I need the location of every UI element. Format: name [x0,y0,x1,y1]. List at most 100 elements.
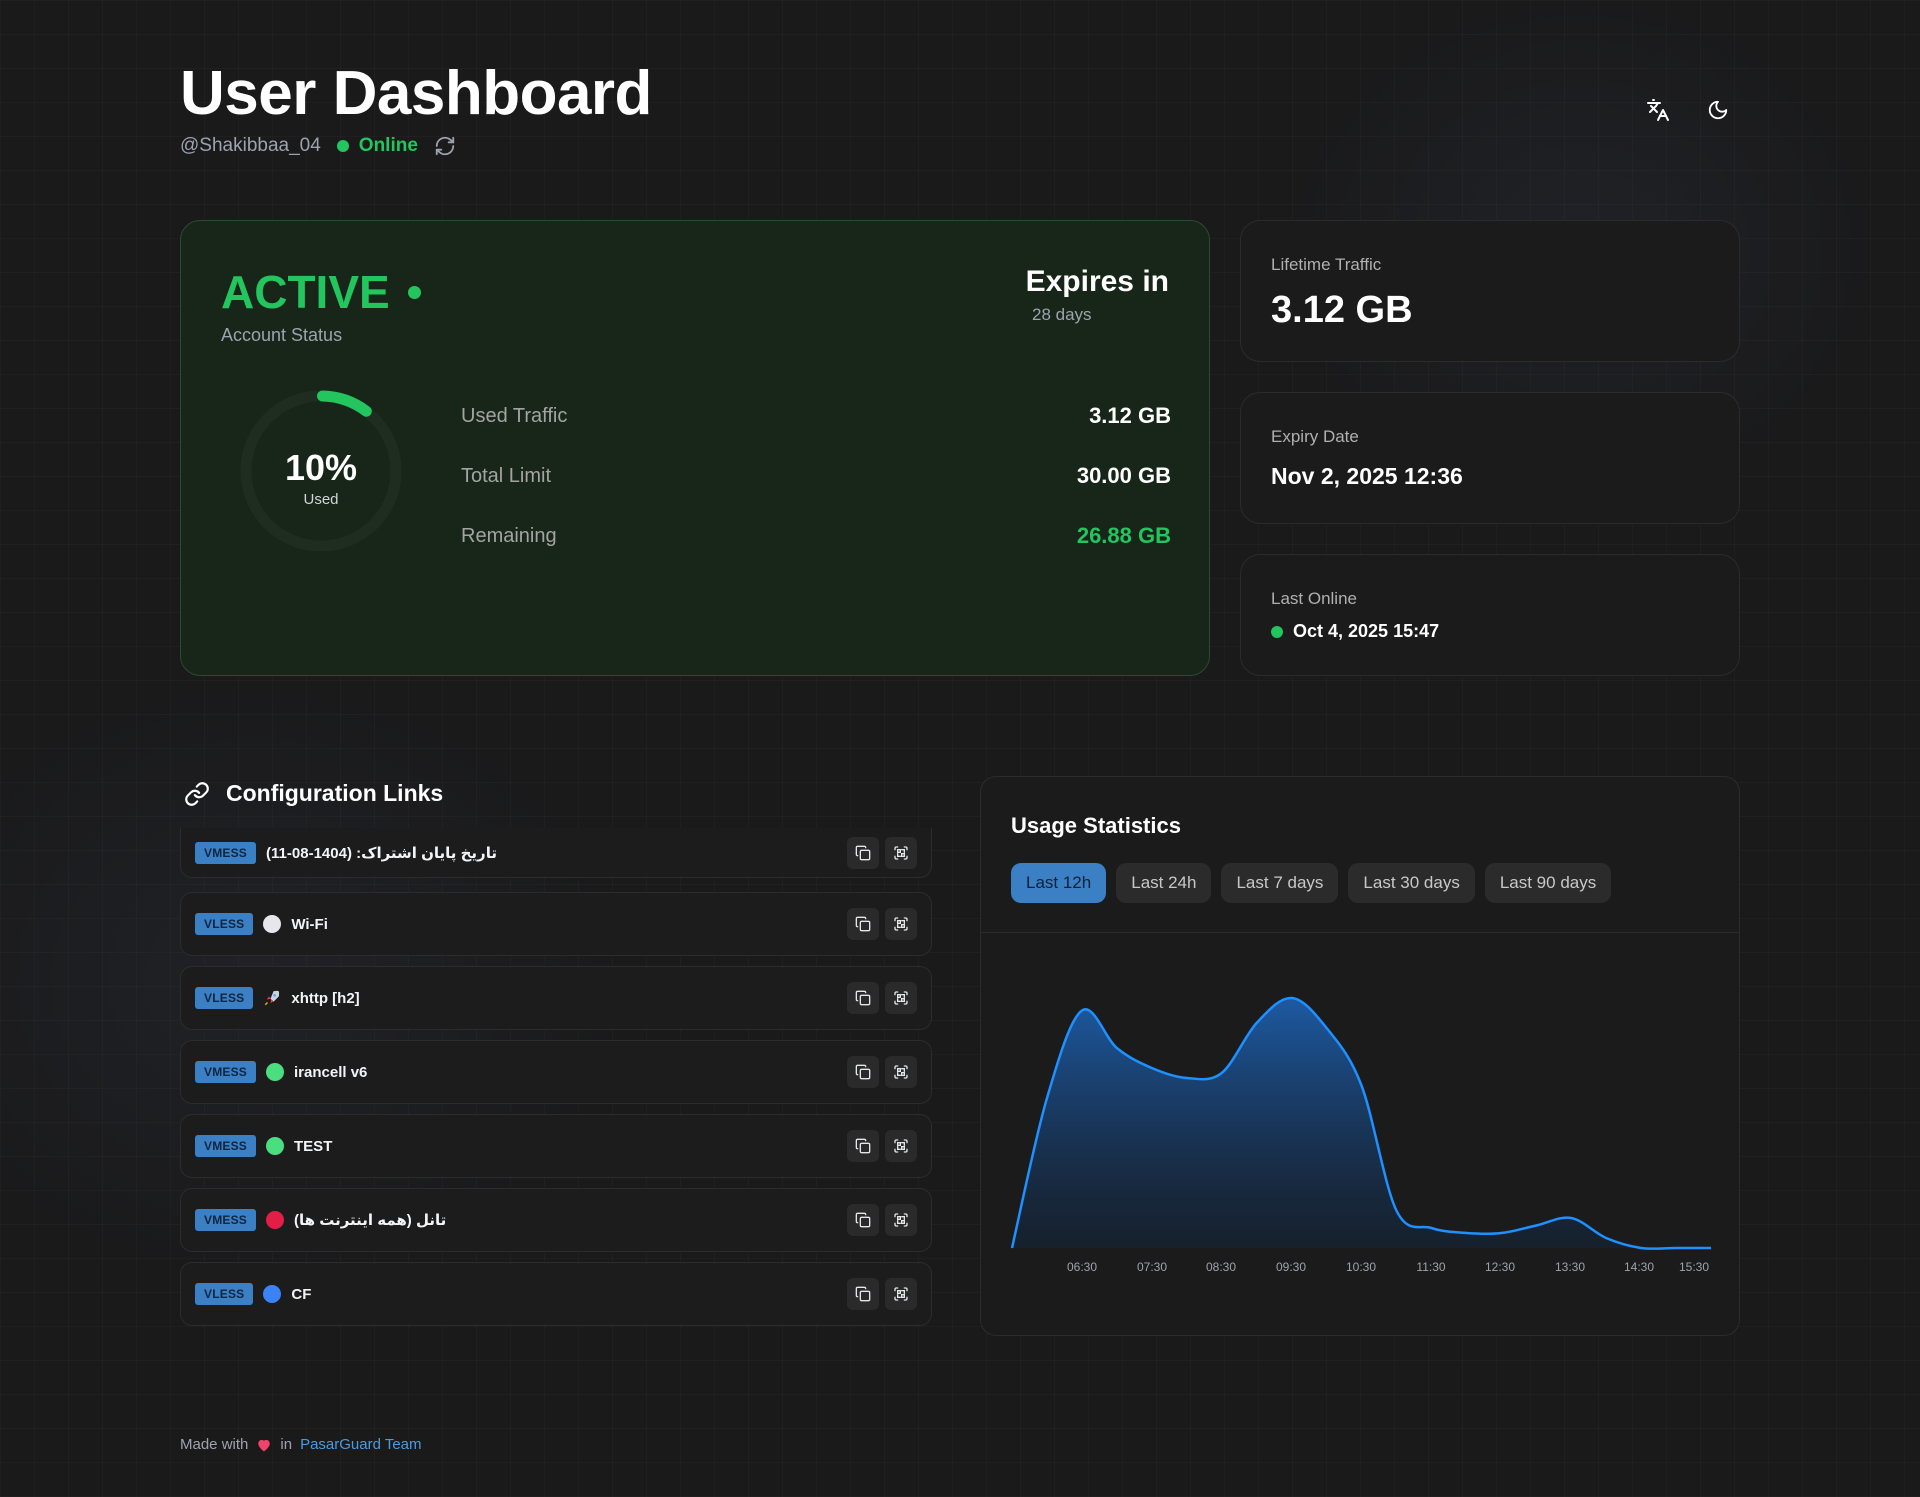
config-link-row[interactable]: VLESS xhttp [h2] [180,966,932,1030]
stat-label: Used Traffic [461,404,568,427]
active-dot [407,285,421,299]
copy-icon[interactable] [847,1204,879,1236]
config-actions [847,1056,917,1088]
x-tick-label: 10:30 [1346,1260,1376,1274]
last-online-row: Oct 4, 2025 15:47 [1271,621,1439,642]
x-tick-label: 11:30 [1416,1260,1445,1274]
copy-icon[interactable] [847,1130,879,1162]
x-tick-label: 09:30 [1276,1260,1306,1274]
x-tick-label: 13:30 [1555,1260,1585,1274]
stat-value: 3.12 GB [1089,403,1171,428]
footer-team-link[interactable]: PasarGuard Team [300,1436,422,1453]
stat-value: 30.00 GB [1076,463,1171,488]
tab-last-30-days[interactable]: Last 30 days [1348,863,1475,903]
stat-total-limit: Total Limit 30.00 GB [461,461,1171,491]
last-online-card: Last Online Oct 4, 2025 15:47 [1240,554,1740,676]
account-state: ACTIVE [221,265,421,319]
config-link-row[interactable]: VMESS irancell v6 [180,1040,932,1104]
qr-code-icon[interactable] [885,1278,917,1310]
copy-icon[interactable] [847,836,879,869]
last-online-dot [1271,625,1283,638]
status-circle-icon [266,1137,285,1155]
gauge-arc [317,390,372,417]
heart-icon [258,1439,271,1451]
stat-label: Total Limit [461,464,552,487]
config-links-title-text: Configuration Links [226,780,444,806]
tab-last-90-days[interactable]: Last 90 days [1484,863,1612,903]
stat-remaining: Remaining 26.88 GB [461,521,1171,551]
usage-divider [981,932,1739,933]
translate-icon[interactable] [1636,88,1680,132]
copy-icon[interactable] [847,908,879,940]
stat-label: Remaining [461,524,557,547]
series-line [1010,996,1711,1250]
refresh-icon[interactable] [434,135,456,157]
status-circle-icon [266,1211,285,1229]
x-tick-label: 07:30 [1137,1260,1167,1274]
config-link-row[interactable]: VLESS CF [180,1262,932,1326]
config-link-row[interactable]: VMESS TEST [180,1114,932,1178]
footer: Made with in PasarGuard Team [180,1436,422,1453]
config-links-title: Configuration Links [184,780,443,807]
range-tabs: Last 12h Last 24h Last 7 days Last 30 da… [1011,863,1612,903]
page-title: User Dashboard [180,59,652,128]
moon-icon[interactable] [1696,88,1740,132]
tab-last-24h[interactable]: Last 24h [1116,863,1212,903]
config-actions [847,982,917,1014]
usage-caption: Used [303,491,339,508]
config-name: تاریخ پایان اشتراک: (1404-08-11) [266,844,497,862]
x-tick-label: 15:30 [1679,1260,1709,1274]
lifetime-traffic-label: Lifetime Traffic [1271,255,1382,274]
config-name: CF [291,1285,312,1303]
usage-title: Usage Statistics [1011,813,1181,838]
protocol-badge: VMESS [195,1209,257,1231]
qr-code-icon[interactable] [885,836,917,869]
x-axis-ticks: 06:30 07:30 08:30 09:30 10:30 11:30 12:30 13:30… [1067,1260,1709,1274]
user-subline: @Shakibbaa_04 Online [180,134,456,158]
config-name: xhttp [h2] [291,989,360,1007]
qr-code-icon[interactable] [885,1204,917,1236]
last-online-label: Last Online [1271,589,1357,608]
qr-code-icon[interactable] [885,1056,917,1088]
qr-code-icon[interactable] [885,908,917,940]
config-actions [847,836,917,869]
link-icon [185,781,209,806]
rocket-icon [263,989,281,1007]
tab-last-12h[interactable]: Last 12h [1011,863,1107,903]
config-actions [847,1278,917,1310]
status-circle-icon [266,1063,285,1081]
qr-code-icon[interactable] [885,1130,917,1162]
config-name: Wi-Fi [291,915,328,933]
protocol-badge: VMESS [195,1061,257,1083]
copy-icon[interactable] [847,982,879,1014]
config-link-row[interactable]: VMESS تاریخ پایان اشتراک: (1404-08-11) [180,828,932,878]
usage-percent: 10% [284,447,358,488]
expiry-date-label: Expiry Date [1271,427,1359,446]
stat-used-traffic: Used Traffic 3.12 GB [461,401,1171,431]
config-link-row[interactable]: VLESS Wi-Fi [180,892,932,956]
expiry-date-card: Expiry Date Nov 2, 2025 12:36 [1240,392,1740,524]
config-link-row[interactable]: VMESS تانل (همه اینترنت ها) [180,1188,932,1252]
status-circle-icon [263,1285,282,1303]
expires-value: 28 days [1032,305,1092,324]
config-name: TEST [294,1137,333,1155]
qr-code-icon[interactable] [885,982,917,1014]
copy-icon[interactable] [847,1278,879,1310]
account-status-caption: Account Status [221,325,343,345]
usage-chart: 06:30 07:30 08:30 09:30 10:30 11:30 12:30 13:30… [1010,996,1711,1274]
protocol-badge: VMESS [195,841,257,864]
expires-title: Expires in [1025,265,1169,298]
stat-value: 26.88 GB [1076,523,1171,548]
lifetime-traffic-card: Lifetime Traffic 3.12 GB [1240,220,1740,362]
online-status: Online [358,135,418,156]
tab-last-7-days[interactable]: Last 7 days [1221,863,1339,903]
lifetime-traffic-value: 3.12 GB [1271,289,1413,331]
footer-in: in [280,1436,293,1453]
config-actions [847,1204,917,1236]
copy-icon[interactable] [847,1056,879,1088]
series-area [1012,997,1711,1249]
online-dot [336,140,349,152]
x-tick-label: 08:30 [1206,1260,1236,1274]
config-actions [847,908,917,940]
protocol-badge: VLESS [195,1283,254,1305]
